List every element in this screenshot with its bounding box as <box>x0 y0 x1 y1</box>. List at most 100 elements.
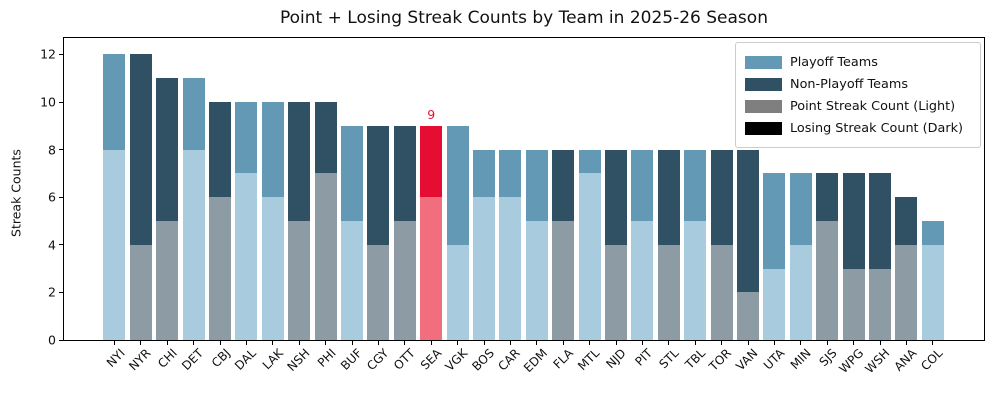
bar-segment-point-streak <box>684 221 707 340</box>
bar-ANA <box>895 197 918 340</box>
x-tick <box>483 341 485 345</box>
bar-segment-losing-streak <box>578 149 601 174</box>
x-tick <box>826 341 828 345</box>
bar-segment-point-streak <box>103 149 126 340</box>
y-tick-label-12: 12 <box>40 46 56 62</box>
bar-segment-point-streak <box>341 221 363 340</box>
bar-MIN <box>789 173 812 340</box>
bar-segment-losing-streak <box>420 125 443 198</box>
chart-title: Point + Losing Streak Counts by Team in … <box>280 8 768 28</box>
bar-segment-losing-streak <box>605 149 627 245</box>
bar-BUF <box>341 125 363 340</box>
bar-segment-point-streak <box>552 221 575 340</box>
x-tick <box>351 341 353 345</box>
bar-segment-losing-streak <box>895 197 918 245</box>
x-tick <box>404 341 406 345</box>
bar-DET <box>182 78 205 340</box>
bar-segment-point-streak <box>525 221 548 340</box>
bar-segment-losing-streak <box>499 149 522 198</box>
bar-LAK <box>261 102 284 340</box>
bar-segment-point-streak <box>816 221 839 340</box>
bar-segment-point-streak <box>710 244 733 340</box>
x-tick <box>193 341 195 345</box>
bar-segment-losing-streak <box>314 102 337 174</box>
x-tick <box>932 341 934 345</box>
x-tick <box>113 341 115 345</box>
x-tick <box>325 341 327 345</box>
bar-segment-point-streak <box>737 292 759 340</box>
bar-segment-losing-streak <box>816 173 839 221</box>
bar-PHI <box>314 102 337 340</box>
x-tick <box>800 341 802 345</box>
bar-COL <box>921 221 944 340</box>
x-tick <box>377 341 379 345</box>
x-tick <box>747 341 749 345</box>
bar-segment-point-streak <box>499 197 522 340</box>
bar-segment-point-streak <box>578 173 601 340</box>
bar-EDM <box>525 149 548 340</box>
y-tick <box>59 339 63 341</box>
x-tick <box>457 341 459 345</box>
x-tick <box>905 341 907 345</box>
bar-SJS <box>816 173 839 340</box>
bar-WSH <box>869 173 891 340</box>
bar-segment-point-streak <box>288 221 311 340</box>
y-tick <box>59 53 63 55</box>
x-tick <box>298 341 300 345</box>
bar-segment-point-streak <box>631 221 654 340</box>
bar-SEA <box>420 125 443 340</box>
legend-swatch <box>745 121 782 135</box>
bar-CBJ <box>209 102 231 340</box>
bar-segment-losing-streak <box>737 149 759 293</box>
x-tick <box>668 341 670 345</box>
legend-label: Point Streak Count (Light) <box>790 98 956 114</box>
bar-segment-losing-streak <box>631 149 654 221</box>
bar-MTL <box>578 149 601 340</box>
bar-segment-losing-streak <box>763 173 786 269</box>
bar-segment-losing-streak <box>156 78 179 221</box>
bar-segment-point-streak <box>261 197 284 340</box>
bar-segment-losing-streak <box>129 54 152 245</box>
legend-item-playoff-teams: Playoff Teams <box>745 51 971 73</box>
bar-WPG <box>842 173 865 340</box>
bar-segment-losing-streak <box>103 54 126 150</box>
bar-segment-losing-streak <box>446 125 469 245</box>
x-tick <box>589 341 591 345</box>
bar-FLA <box>552 149 575 340</box>
legend-label: Playoff Teams <box>790 54 878 70</box>
bar-segment-point-streak <box>789 244 812 340</box>
y-tick <box>59 149 63 151</box>
bar-segment-point-streak <box>842 268 865 340</box>
y-tick-label-4: 4 <box>48 237 56 253</box>
bar-segment-point-streak <box>367 244 390 340</box>
bar-segment-losing-streak <box>393 125 416 221</box>
bar-segment-losing-streak <box>789 173 812 245</box>
bar-segment-losing-streak <box>552 149 575 221</box>
bar-segment-point-streak <box>657 244 680 340</box>
x-tick <box>694 341 696 345</box>
bar-segment-point-streak <box>182 149 205 340</box>
x-tick <box>641 341 643 345</box>
bar-TBL <box>684 149 707 340</box>
legend-item-losing-streak-count-dark-: Losing Streak Count (Dark) <box>745 117 971 139</box>
y-tick <box>59 196 63 198</box>
bar-segment-losing-streak <box>341 125 363 221</box>
bar-segment-losing-streak <box>869 173 891 269</box>
x-tick <box>430 341 432 345</box>
x-tick <box>853 341 855 345</box>
bar-OTT <box>393 125 416 340</box>
legend-item-point-streak-count-light-: Point Streak Count (Light) <box>745 95 971 117</box>
bar-BOS <box>473 149 495 340</box>
legend-swatch <box>745 55 782 69</box>
y-tick <box>59 244 63 246</box>
x-tick <box>166 341 168 345</box>
bar-UTA <box>763 173 786 340</box>
x-tick <box>272 341 274 345</box>
bar-segment-losing-streak <box>182 78 205 150</box>
x-tick <box>140 341 142 345</box>
x-tick <box>219 341 221 345</box>
bar-VGK <box>446 125 469 340</box>
x-tick <box>721 341 723 345</box>
bar-segment-point-streak <box>209 197 231 340</box>
